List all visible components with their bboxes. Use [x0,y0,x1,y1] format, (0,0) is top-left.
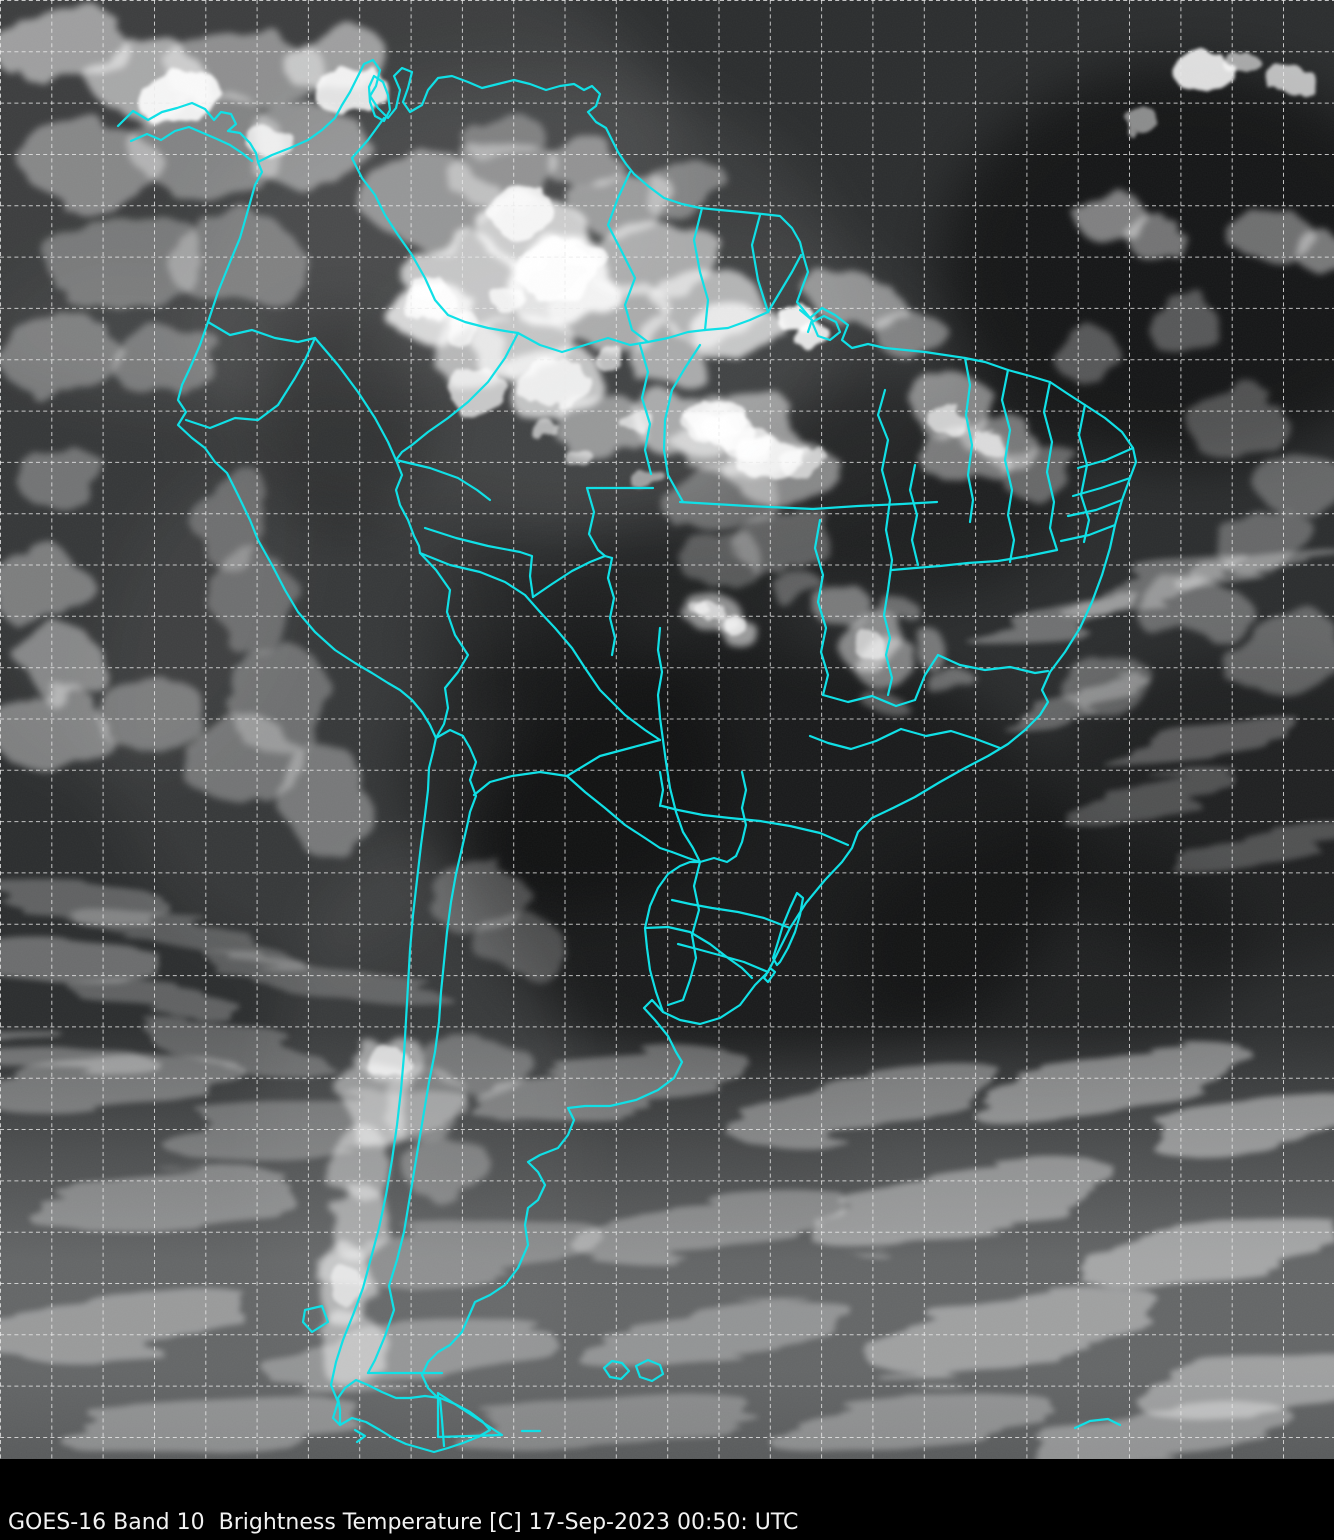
satellite-map [0,0,1334,1459]
latlon-grid [0,0,1334,1459]
caption-text: GOES-16 Band 10 Brightness Temperature [… [8,1510,799,1535]
country-borders [116,58,1138,1454]
caption-bar: GOES-16 Band 10 Brightness Temperature [… [0,1459,1334,1540]
grain-texture [0,0,1334,1459]
satellite-image [0,0,1334,1459]
